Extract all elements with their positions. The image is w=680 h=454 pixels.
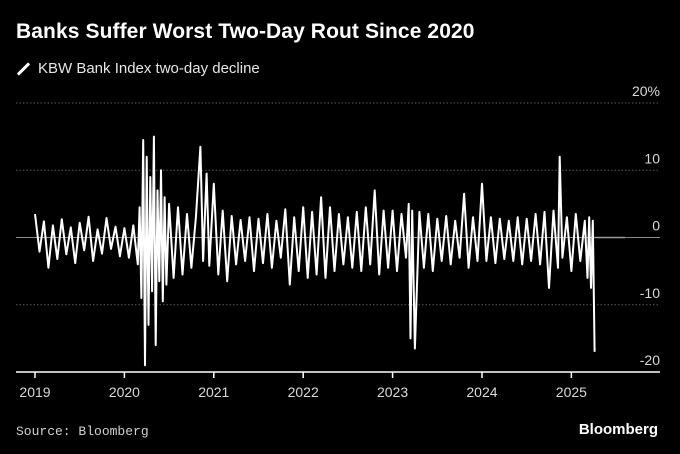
y-tick-label: -10 [640, 285, 660, 301]
series-layer [34, 135, 625, 367]
y-tick-label: 20% [632, 83, 660, 99]
grid-lines [16, 102, 660, 306]
y-tick-label: 0 [652, 218, 660, 234]
x-axis: 2019 2020 2021 2022 2023 2024 2025 [16, 371, 660, 400]
x-tick-label: 2024 [466, 384, 497, 400]
x-tick-label: 2023 [377, 384, 408, 400]
x-tick-label: 2021 [198, 384, 229, 400]
series-line [34, 135, 596, 367]
y-tick-label: 10 [644, 150, 660, 166]
legend: KBW Bank Index two-day decline [16, 60, 260, 77]
x-tick-label: 2022 [288, 384, 319, 400]
y-axis-ticks: 20% 10 0 -10 -20 [632, 83, 660, 368]
source-note: Source: Bloomberg [16, 424, 149, 439]
y-tick-label: -20 [640, 352, 660, 368]
brand-logo: Bloomberg [578, 421, 658, 438]
legend-label: KBW Bank Index two-day decline [38, 60, 260, 77]
chart-title: Banks Suffer Worst Two-Day Rout Since 20… [16, 20, 475, 43]
x-tick-label: 2020 [109, 384, 140, 400]
x-tick-label: 2025 [556, 384, 587, 400]
x-tick-label: 2019 [19, 384, 50, 400]
